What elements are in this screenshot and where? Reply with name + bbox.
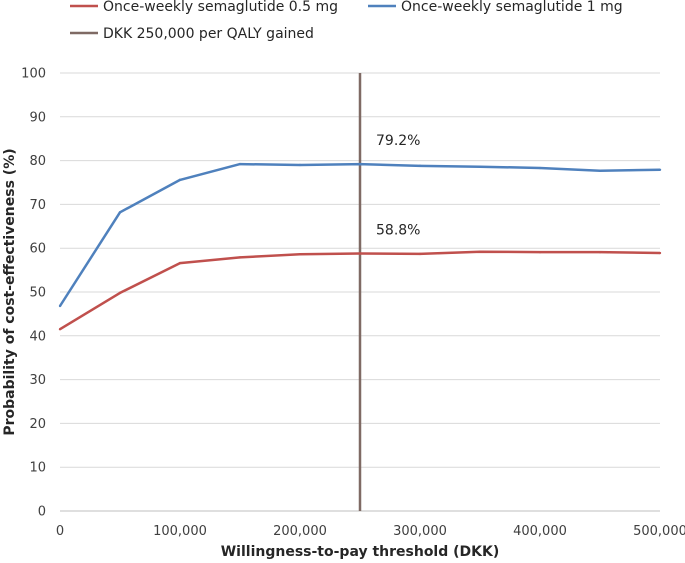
y-tick-label: 60 xyxy=(29,242,46,257)
x-tick-label: 200,000 xyxy=(273,524,327,539)
x-tick-label: 500,000 xyxy=(633,524,685,539)
data-point xyxy=(178,261,182,265)
y-tick-label: 100 xyxy=(21,67,46,82)
data-point xyxy=(118,291,122,295)
data-point xyxy=(58,304,62,308)
data-point xyxy=(478,250,482,253)
x-tick-label: 300,000 xyxy=(393,524,447,539)
legend-label-1: Once-weekly semaglutide 0.5 mg xyxy=(103,0,338,15)
x-tick-label: 400,000 xyxy=(513,524,567,539)
y-tick-label: 90 xyxy=(29,110,46,125)
legend: Once-weekly semaglutide 0.5 mg Once-weekl… xyxy=(70,0,623,42)
y-axis-title: Probability of cost-effectiveness (%) xyxy=(2,148,18,435)
data-point xyxy=(238,256,242,259)
data-point xyxy=(538,166,542,170)
data-point xyxy=(178,178,182,182)
y-tick-label: 30 xyxy=(29,373,46,388)
y-tick-label: 10 xyxy=(29,461,46,476)
data-point xyxy=(298,163,302,167)
data-point xyxy=(118,211,122,214)
data-point xyxy=(58,328,62,331)
legend-label-2: Once-weekly semaglutide 1 mg xyxy=(401,0,623,15)
data-point xyxy=(538,250,542,254)
annotations: 79.2% 58.8% xyxy=(376,133,420,238)
data-point xyxy=(298,253,302,256)
tick-labels: 0 10 20 30 40 50 60 70 80 90 100 0 100,000 200,000 300… xyxy=(21,67,685,540)
data-point xyxy=(418,164,422,168)
x-axis-title: Willingness-to-pay threshold (DKK) xyxy=(221,544,500,560)
annotation-label-2: 58.8% xyxy=(376,222,420,238)
y-tick-label: 40 xyxy=(29,329,46,344)
data-point xyxy=(358,162,362,166)
series-group xyxy=(58,162,662,331)
data-point xyxy=(238,162,242,166)
y-tick-label: 50 xyxy=(29,286,46,301)
y-tick-label: 80 xyxy=(29,154,46,169)
data-point xyxy=(358,252,362,255)
y-tick-label: 0 xyxy=(38,505,46,520)
data-point xyxy=(598,169,602,172)
x-tick-label: 0 xyxy=(56,524,64,539)
annotation-label-1: 79.2% xyxy=(376,133,420,149)
data-point xyxy=(658,251,662,255)
y-tick-label: 70 xyxy=(29,198,46,213)
data-point xyxy=(478,165,482,168)
legend-label-3: DKK 250,000 per QALY gained xyxy=(103,26,314,42)
data-point xyxy=(598,250,602,254)
y-tick-label: 20 xyxy=(29,417,46,432)
x-tick-label: 100,000 xyxy=(153,524,207,539)
data-point xyxy=(418,252,422,256)
data-point xyxy=(658,168,662,171)
